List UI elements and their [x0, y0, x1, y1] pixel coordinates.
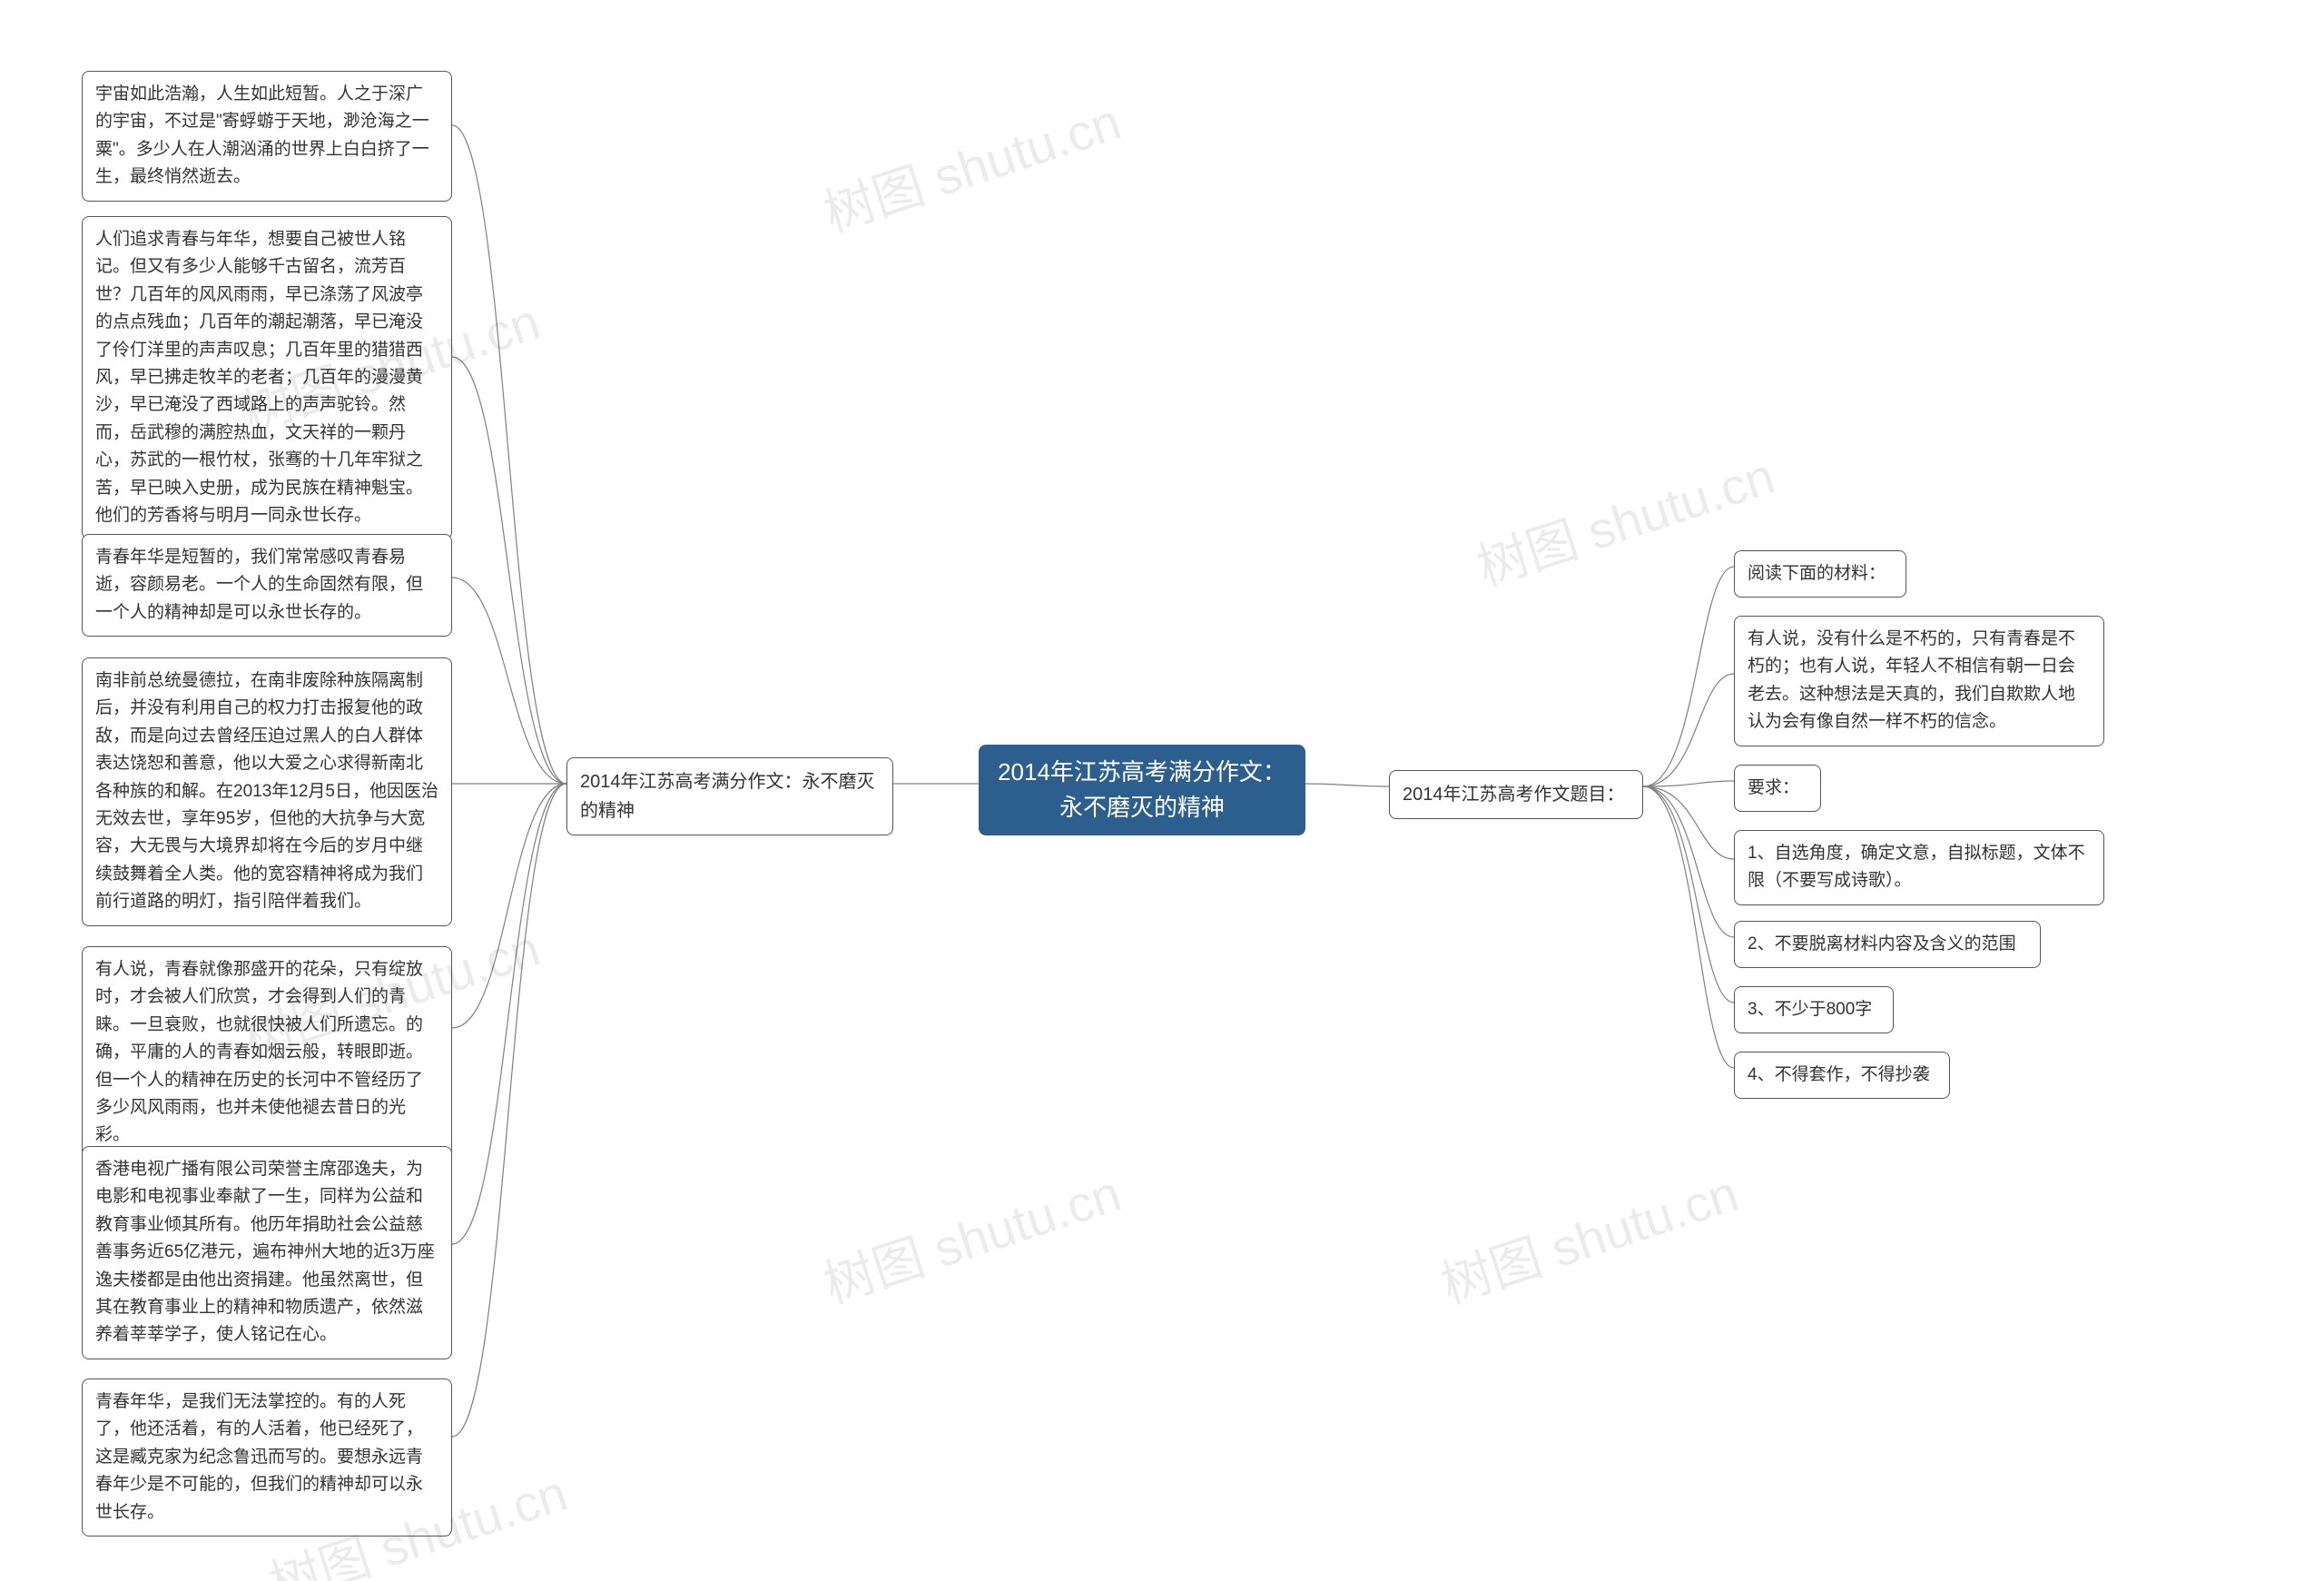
watermark-text: 树图 shutu.cn: [813, 82, 1129, 247]
left-branch-node: 2014年江苏高考满分作文：永不磨灭的精神: [566, 757, 893, 835]
right-leaf-node: 要求：: [1734, 765, 1821, 812]
left-leaf-node: 有人说，青春就像那盛开的花朵，只有绽放时，才会被人们欣赏，才会得到人们的青睐。一…: [82, 946, 452, 1160]
left-leaf-node: 宇宙如此浩瀚，人生如此短暂。人之于深广的宇宙，不过是"寄蜉蝣于天地，渺沧海之一粟…: [82, 71, 452, 202]
left-leaf-node: 青春年华是短暂的，我们常常感叹青春易逝，容颜易老。一个人的生命固然有限，但一个人…: [82, 534, 452, 637]
root-node: 2014年江苏高考满分作文：永不磨灭的精神: [979, 745, 1305, 835]
right-leaf-node: 4、不得套作，不得抄袭: [1734, 1052, 1950, 1099]
left-leaf-node: 人们追求青春与年华，想要自己被世人铭记。但又有多少人能够千古留名，流芳百世？几百…: [82, 216, 452, 539]
right-leaf-node: 1、自选角度，确定文意，自拟标题，文体不限（不要写成诗歌）。: [1734, 830, 2104, 905]
right-leaf-node: 有人说，没有什么是不朽的，只有青春是不朽的；也有人说，年轻人不相信有朝一日会老去…: [1734, 616, 2104, 746]
watermark-text: 树图 shutu.cn: [813, 1153, 1129, 1319]
left-leaf-node: 青春年华，是我们无法掌控的。有的人死了，他还活着，有的人活着，他已经死了，这是臧…: [82, 1378, 452, 1537]
right-branch-node: 2014年江苏高考作文题目：: [1389, 770, 1643, 819]
watermark-text: 树图 shutu.cn: [1431, 1153, 1747, 1319]
left-leaf-node: 香港电视广播有限公司荣誉主席邵逸夫，为电影和电视事业奉献了一生，同样为公益和教育…: [82, 1146, 452, 1359]
left-leaf-node: 南非前总统曼德拉，在南非废除种族隔离制后，并没有利用自己的权力打击报复他的政敌，…: [82, 657, 452, 926]
mindmap-canvas: 2014年江苏高考满分作文：永不磨灭的精神 2014年江苏高考满分作文：永不磨灭…: [0, 0, 2324, 1581]
right-leaf-node: 阅读下面的材料：: [1734, 550, 1906, 598]
right-leaf-node: 3、不少于800字: [1734, 986, 1894, 1033]
right-leaf-node: 2、不要脱离材料内容及含义的范围: [1734, 921, 2041, 968]
